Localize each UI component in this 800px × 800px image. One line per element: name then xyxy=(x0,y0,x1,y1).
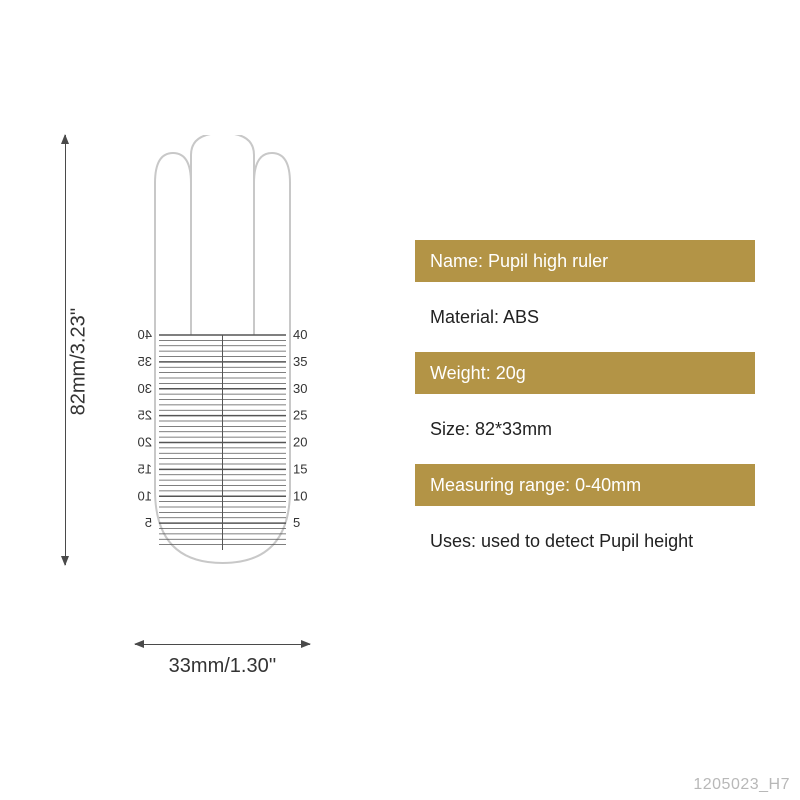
svg-text:40: 40 xyxy=(293,327,307,342)
spec-text: Name: Pupil high ruler xyxy=(430,251,608,272)
svg-text:15: 15 xyxy=(138,461,152,476)
svg-text:25: 25 xyxy=(293,408,307,423)
svg-text:10: 10 xyxy=(293,488,307,503)
svg-text:30: 30 xyxy=(293,381,307,396)
svg-text:25: 25 xyxy=(138,408,152,423)
height-dim-line xyxy=(65,135,66,565)
spec-row-uses: Uses: used to detect Pupil height xyxy=(415,520,755,562)
ruler-illustration: 40 40 35 35 30 30 25 25 20 20 15 15 10 10 5 5 xyxy=(135,135,310,565)
spec-text: Weight: 20g xyxy=(430,363,526,384)
spec-text: Size: 82*33mm xyxy=(430,419,552,440)
spec-row-size: Size: 82*33mm xyxy=(415,408,755,450)
svg-text:40: 40 xyxy=(138,327,152,342)
width-dim-line xyxy=(135,644,310,645)
width-dim-label: 33mm/1.30'' xyxy=(135,655,310,678)
svg-text:15: 15 xyxy=(293,461,307,476)
watermark-id: 1205023_H7 xyxy=(693,776,790,794)
svg-text:5: 5 xyxy=(145,515,152,530)
spec-text: Material: ABS xyxy=(430,307,539,328)
spec-row-material: Material: ABS xyxy=(415,296,755,338)
spec-text: Uses: used to detect Pupil height xyxy=(430,531,693,552)
spec-text: Measuring range: 0-40mm xyxy=(430,475,641,496)
svg-text:35: 35 xyxy=(293,354,307,369)
product-diagram: 82mm/3.23'' 4040353530302525202015151010… xyxy=(90,110,350,670)
spec-row-name: Name: Pupil high ruler xyxy=(415,240,755,282)
product-infographic: 82mm/3.23'' 40 40 35 35 30 30 25 25 20 20 15 15 10 10… xyxy=(0,0,800,800)
height-dim-label: 82mm/3.23'' xyxy=(67,308,90,416)
svg-text:20: 20 xyxy=(138,435,152,450)
svg-text:20: 20 xyxy=(293,435,307,450)
svg-text:10: 10 xyxy=(138,488,152,503)
svg-text:35: 35 xyxy=(138,354,152,369)
svg-text:30: 30 xyxy=(138,381,152,396)
spec-row-range: Measuring range: 0-40mm xyxy=(415,464,755,506)
svg-text:5: 5 xyxy=(293,515,300,530)
spec-row-weight: Weight: 20g xyxy=(415,352,755,394)
spec-list: Name: Pupil high ruler Material: ABS Wei… xyxy=(415,240,755,562)
